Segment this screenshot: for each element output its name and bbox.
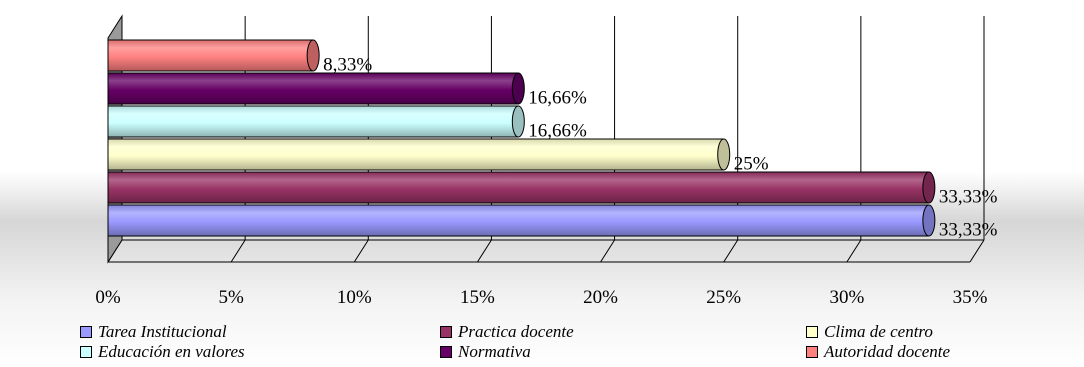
legend: Tarea Institucional Practica docente Cli… <box>0 320 1084 364</box>
x-tick-label: 35% <box>953 287 988 308</box>
x-tick-label: 0% <box>95 287 121 308</box>
gridline <box>600 239 615 263</box>
bar-body <box>107 105 519 138</box>
bar-cap <box>922 204 936 237</box>
bar-body <box>107 171 930 204</box>
bar <box>107 39 320 72</box>
x-tick-label: 30% <box>829 287 864 308</box>
data-label: 16,66% <box>528 88 587 109</box>
bar <box>107 138 731 171</box>
bar-cap <box>511 105 525 138</box>
legend-label: Clima de centro <box>824 322 933 341</box>
bar-cap <box>922 171 936 204</box>
data-label: 25% <box>734 154 769 175</box>
data-label: 33,33% <box>939 220 998 241</box>
bar <box>107 171 936 204</box>
legend-item: Autoridad docente <box>806 342 950 362</box>
gridline <box>477 239 492 263</box>
legend-label: Normativa <box>458 342 531 361</box>
data-label: 8,33% <box>323 55 372 76</box>
legend-item: Practica docente <box>440 322 574 342</box>
legend-swatch <box>80 326 92 338</box>
data-labels: 33,33% 33,33% 25% 16,66% 16,66% 8,33% <box>323 55 997 241</box>
bar-body <box>107 72 519 105</box>
legend-swatch <box>440 346 452 358</box>
bar-body <box>107 204 930 237</box>
legend-label: Practica docente <box>458 322 574 341</box>
legend-item: Educación en valores <box>80 342 245 362</box>
bar-cap <box>717 138 731 171</box>
legend-item: Normativa <box>440 342 531 362</box>
gridline <box>846 239 862 263</box>
legend-label: Autoridad docente <box>824 342 951 361</box>
x-tick-label: 10% <box>337 287 372 308</box>
x-tick-labels: 0% 5% 10% 15% 20% 25% 30% 35% <box>95 287 987 308</box>
legend-item: Tarea Institucional <box>80 322 227 342</box>
data-label: 16,66% <box>528 121 587 142</box>
x-tick-label: 15% <box>460 287 495 308</box>
data-label: 33,33% <box>939 187 998 208</box>
x-tick-label: 25% <box>706 287 741 308</box>
x-tick-label: 5% <box>218 287 244 308</box>
gridline <box>723 239 739 263</box>
x-tick-label: 20% <box>583 287 618 308</box>
legend-swatch <box>806 326 818 338</box>
gridline <box>969 239 985 263</box>
legend-label: Tarea Institucional <box>98 322 227 341</box>
bar-cap <box>511 72 525 105</box>
legend-item: Clima de centro <box>806 322 933 342</box>
legend-swatch <box>806 346 818 358</box>
bars <box>107 39 936 237</box>
gridline <box>353 239 369 263</box>
bar <box>107 105 525 138</box>
chart-plot: 33,33% 33,33% 25% 16,66% 16,66% 8,33% 0% 5% 10%… <box>95 14 998 308</box>
bar-body <box>107 138 725 171</box>
legend-swatch <box>80 346 92 358</box>
bar <box>107 72 525 105</box>
bar <box>107 204 936 237</box>
legend-swatch <box>440 326 452 338</box>
gridline <box>230 239 246 263</box>
bar-body <box>107 39 314 72</box>
legend-label: Educación en valores <box>98 342 245 361</box>
bar-cap <box>306 39 320 72</box>
